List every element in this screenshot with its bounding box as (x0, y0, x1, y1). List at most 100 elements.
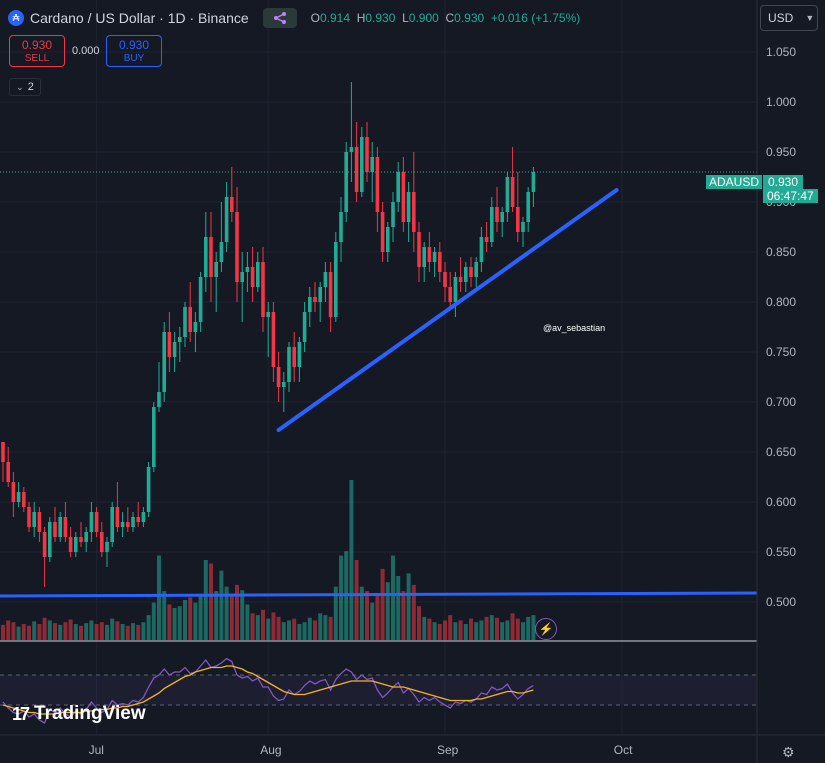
candle-body (323, 272, 328, 287)
volume-bar (115, 621, 120, 640)
grid-lines (0, 0, 757, 735)
candle-body (328, 272, 333, 317)
rsi-band (0, 675, 757, 705)
candle-body (89, 512, 94, 532)
rising-trendline[interactable] (276, 188, 619, 432)
y-tick-label: 0.950 (766, 145, 796, 159)
lightning-icon[interactable]: ⚡ (535, 618, 557, 640)
volume-bar (177, 606, 182, 640)
candle-body (526, 192, 530, 222)
candle-body (360, 137, 364, 192)
candle-body (198, 277, 203, 322)
candle-body (172, 342, 177, 357)
volume-bar (229, 593, 234, 640)
y-tick-label: 0.500 (766, 595, 796, 609)
volume-bar (245, 604, 250, 640)
sell-button[interactable]: 0.930 SELL (9, 35, 65, 67)
volume-bar (42, 617, 47, 640)
volume-bar (281, 622, 286, 640)
volume-bar (307, 617, 312, 640)
volume-bar (16, 626, 21, 640)
volume-bar (224, 586, 229, 640)
chart-header: ₳ Cardano / US Dollar · 1D · Binance O0.… (8, 7, 580, 29)
volume-bar (271, 612, 276, 640)
volume-bar (292, 618, 297, 640)
volume-bar (188, 597, 193, 640)
candle-body (136, 517, 140, 522)
currency-selector[interactable]: USD ▼ (760, 5, 818, 31)
candle-body (209, 237, 213, 277)
candle-body (126, 522, 130, 527)
tradingview-logo: 17 TradingView (12, 703, 146, 724)
volume-bar (489, 615, 494, 640)
candle-body (448, 287, 452, 302)
candle-body (531, 172, 536, 192)
candle-body (256, 262, 260, 287)
x-tick-label: Oct (614, 743, 633, 757)
candle-body (464, 267, 468, 282)
candle-body (266, 312, 270, 317)
symbol-title[interactable]: Cardano / US Dollar · 1D · Binance (30, 10, 249, 26)
volume-bar (453, 622, 458, 640)
candle-body (271, 312, 276, 367)
candle-body (308, 297, 312, 312)
price-axis[interactable]: 1.0501.0000.9500.9000.8500.8000.7500.700… (756, 0, 825, 763)
candle-body (94, 512, 99, 532)
volume-bar (63, 622, 68, 640)
indicators-button[interactable] (262, 8, 297, 28)
volume-bar (354, 560, 359, 640)
volume-bar (422, 616, 427, 640)
volume-bar (411, 584, 416, 640)
horizontal-support-line[interactable] (0, 591, 758, 598)
volume-bar (172, 608, 177, 640)
volume-bar (521, 622, 525, 640)
volume-bar (6, 620, 11, 640)
y-tick-label: 0.600 (766, 495, 796, 509)
candle-body (22, 492, 26, 507)
candle-body (240, 272, 244, 282)
candle-body (261, 262, 265, 317)
collapse-indicators-button[interactable]: ⌄ 2 (9, 78, 41, 96)
candle-body (302, 312, 307, 342)
candle-body (84, 532, 88, 542)
candle-body (412, 192, 416, 232)
volume-bar (510, 613, 515, 640)
candle-body (484, 237, 489, 242)
volume-bar (183, 600, 187, 640)
volume-bar (380, 568, 385, 640)
volume-bar (240, 590, 245, 640)
volume-bar (27, 625, 31, 640)
volume-bar (339, 555, 343, 640)
candle-body (146, 467, 151, 512)
candle-body (120, 522, 125, 527)
candle-body (505, 177, 510, 212)
candle-body (365, 137, 369, 172)
candle-body (313, 297, 317, 302)
volume-bar (136, 624, 141, 640)
candle-body (432, 252, 437, 262)
y-tick-label: 0.750 (766, 345, 796, 359)
candle-body (245, 267, 250, 272)
gear-icon[interactable]: ⚙ (782, 744, 795, 760)
share-icon (273, 12, 286, 24)
price-axis-bg (757, 0, 825, 763)
candle-body (443, 272, 447, 287)
time-axis[interactable]: Jul Aug Sep Oct (0, 734, 825, 757)
y-tick-label: 0.700 (766, 395, 796, 409)
candle-body (391, 202, 395, 227)
ohlc-values: O0.914 H0.930 L0.900 C0.930 +0.016 (+1.7… (310, 11, 581, 25)
volume-bar (297, 624, 302, 640)
candle-body (490, 207, 494, 242)
candle-body (427, 247, 432, 262)
volume-bar (58, 624, 63, 640)
y-tick-label: 0.550 (766, 545, 796, 559)
volume-bar (333, 586, 338, 640)
y-tick-label: 0.800 (766, 295, 796, 309)
candle-body (334, 242, 338, 317)
candle-body (495, 207, 499, 222)
buy-button[interactable]: 0.930 BUY (106, 35, 162, 67)
candle-body (406, 192, 411, 222)
candle-body (354, 147, 359, 192)
candle-body (27, 507, 31, 527)
